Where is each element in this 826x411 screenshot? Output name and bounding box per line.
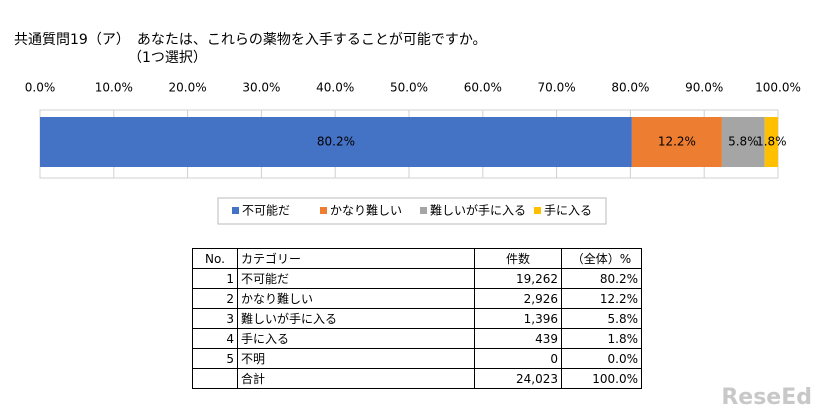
legend-swatch <box>420 207 427 214</box>
table-cell: 不可能だ <box>237 268 475 289</box>
legend-swatch <box>534 207 541 214</box>
table-cell: 0.0% <box>561 348 642 369</box>
data-label: 1.8% <box>756 135 787 149</box>
table-cell: 439 <box>474 328 562 349</box>
table-cell: 12.2% <box>561 288 642 309</box>
table-cell: 4 <box>192 328 238 349</box>
table-cell: 5 <box>192 348 238 369</box>
header-cell: （全体）% <box>561 248 642 269</box>
header-cell: No. <box>192 248 238 269</box>
legend-label: 手に入る <box>544 204 592 218</box>
x-tick-label: 20.0% <box>169 81 207 95</box>
legend-label: 不可能だ <box>242 204 290 218</box>
x-tick-label: 90.0% <box>685 81 723 95</box>
table-cell: かなり難しい <box>237 288 475 309</box>
legend-swatch <box>320 207 327 214</box>
x-tick-label: 0.0% <box>25 81 56 95</box>
chart-subtitle: （1つ選択） <box>128 50 207 66</box>
table-cell: 2 <box>192 288 238 309</box>
table-row: No. カテゴリー 件数 （全体）% <box>192 248 642 269</box>
table-cell: 合計 <box>237 368 475 389</box>
table-row: 2 かなり難しい 2,926 12.2% <box>192 288 642 309</box>
table-cell: 80.2% <box>561 268 642 289</box>
table-cell: 1 <box>192 268 238 289</box>
bar-segment <box>40 117 632 167</box>
data-label: 5.8% <box>728 135 759 149</box>
table-row: 5 不明 0 0.0% <box>192 348 642 369</box>
x-tick-label: 50.0% <box>390 81 428 95</box>
data-label: 80.2% <box>317 135 355 149</box>
table-cell: 3 <box>192 308 238 329</box>
legend-swatch <box>232 207 239 214</box>
table-cell: 1.8% <box>561 328 642 349</box>
data-table: No. カテゴリー 件数 （全体）% 1 不可能だ 19,262 80.2% 2 かなり難しい 2,… <box>192 248 642 389</box>
table-cell: 難しいが手に入る <box>237 308 475 329</box>
x-tick-label: 40.0% <box>316 81 354 95</box>
table-cell: 24,023 <box>474 368 562 389</box>
chart-title: 共通質問19（ア） あなたは、これらの薬物を入手することが可能ですか。 <box>14 32 487 48</box>
table-cell: 2,926 <box>474 288 562 309</box>
header-cell: カテゴリー <box>237 248 475 269</box>
table-row: 1 不可能だ 19,262 80.2% <box>192 268 642 289</box>
legend-label: かなり難しい <box>330 203 402 218</box>
legend-label: 難しいが手に入る <box>430 203 526 218</box>
table-row: 3 難しいが手に入る 1,396 5.8% <box>192 308 642 329</box>
table-cell <box>192 368 238 389</box>
table-cell: 0 <box>474 348 562 369</box>
header-cell: 件数 <box>474 248 562 269</box>
bar-segment <box>631 117 722 167</box>
table-cell: 手に入る <box>237 328 475 349</box>
x-tick-label: 60.0% <box>464 81 502 95</box>
table-cell: 19,262 <box>474 268 562 289</box>
logo: ReseEd <box>721 385 812 410</box>
x-tick-label: 10.0% <box>95 81 133 95</box>
table-cell: 不明 <box>237 348 475 369</box>
x-tick-label: 80.0% <box>611 81 649 95</box>
bar-segment <box>721 117 765 167</box>
table-cell: 5.8% <box>561 308 642 329</box>
x-tick-label: 30.0% <box>242 81 280 95</box>
table-cell: 100.0% <box>561 368 642 389</box>
bar-segment <box>764 117 778 167</box>
data-label: 12.2% <box>658 135 696 149</box>
table-row: 4 手に入る 439 1.8% <box>192 328 642 349</box>
x-tick-label: 70.0% <box>538 81 576 95</box>
table-row: 合計 24,023 100.0% <box>192 368 642 389</box>
legend <box>217 197 607 225</box>
table-cell: 1,396 <box>474 308 562 329</box>
x-tick-label: 100.0% <box>755 81 801 95</box>
